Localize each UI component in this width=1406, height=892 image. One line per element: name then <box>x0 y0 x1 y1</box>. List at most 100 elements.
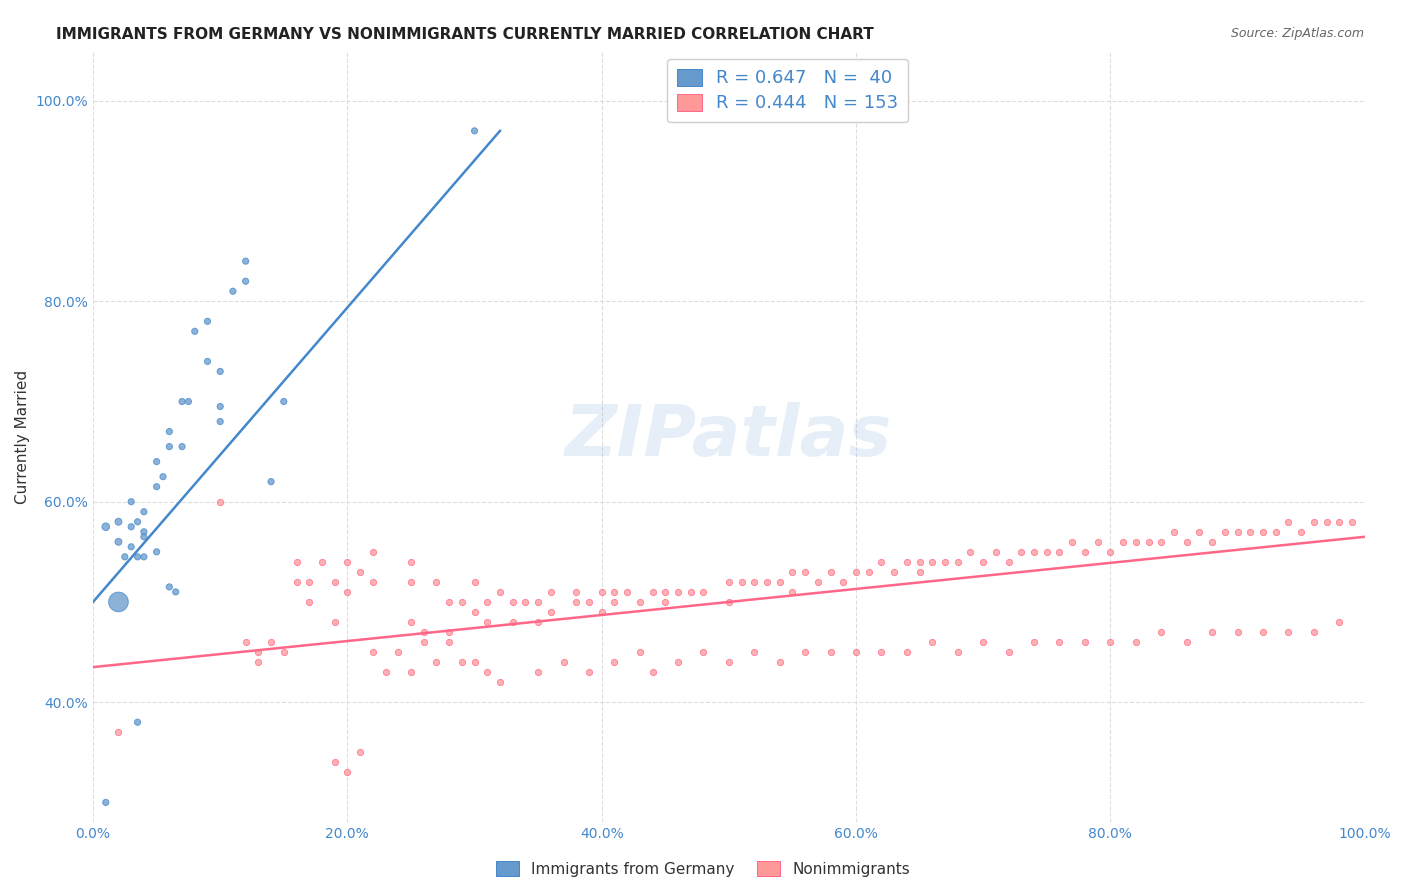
Point <box>1315 515 1337 529</box>
Point <box>870 555 893 569</box>
Point <box>527 595 550 609</box>
Point <box>127 515 149 529</box>
Point <box>946 645 969 659</box>
Point <box>477 665 499 679</box>
Point <box>145 480 167 494</box>
Point <box>527 665 550 679</box>
Point <box>717 574 740 589</box>
Point <box>235 635 257 649</box>
Point <box>1239 524 1261 539</box>
Point <box>1226 524 1249 539</box>
Point <box>717 595 740 609</box>
Y-axis label: Currently Married: Currently Married <box>15 369 30 504</box>
Point <box>742 574 765 589</box>
Point <box>997 555 1019 569</box>
Point <box>107 534 129 549</box>
Point <box>641 665 664 679</box>
Point <box>1277 515 1299 529</box>
Point <box>502 595 524 609</box>
Point <box>756 574 779 589</box>
Legend: Immigrants from Germany, Nonimmigrants: Immigrants from Germany, Nonimmigrants <box>488 853 918 884</box>
Point <box>361 545 384 559</box>
Point <box>1150 534 1173 549</box>
Point <box>717 655 740 669</box>
Point <box>666 655 689 669</box>
Point <box>323 756 346 770</box>
Point <box>177 394 200 409</box>
Point <box>336 765 359 780</box>
Point <box>349 745 371 759</box>
Point <box>374 665 396 679</box>
Point <box>1188 524 1211 539</box>
Point <box>870 645 893 659</box>
Point <box>578 665 600 679</box>
Point <box>591 585 613 599</box>
Point <box>209 494 232 508</box>
Point <box>425 655 447 669</box>
Point <box>170 440 193 454</box>
Point <box>399 574 422 589</box>
Point <box>127 549 149 564</box>
Point <box>769 574 792 589</box>
Point <box>742 645 765 659</box>
Point <box>437 635 460 649</box>
Point <box>1329 615 1351 629</box>
Point <box>1302 625 1324 640</box>
Point <box>946 555 969 569</box>
Point <box>235 274 257 288</box>
Point <box>1036 545 1059 559</box>
Point <box>197 314 219 328</box>
Point <box>934 555 956 569</box>
Point <box>399 665 422 679</box>
Point <box>540 605 562 619</box>
Point <box>489 675 512 690</box>
Point <box>1329 515 1351 529</box>
Point <box>157 425 180 439</box>
Point <box>1264 524 1286 539</box>
Point <box>197 354 219 368</box>
Point <box>464 655 486 669</box>
Point <box>273 394 295 409</box>
Point <box>412 625 434 640</box>
Point <box>883 565 905 579</box>
Point <box>323 574 346 589</box>
Point <box>157 440 180 454</box>
Point <box>120 494 142 508</box>
Point <box>845 565 868 579</box>
Point <box>896 555 918 569</box>
Point <box>565 595 588 609</box>
Point <box>1125 534 1147 549</box>
Point <box>972 555 994 569</box>
Point <box>984 545 1007 559</box>
Point <box>794 645 817 659</box>
Text: Source: ZipAtlas.com: Source: ZipAtlas.com <box>1230 27 1364 40</box>
Point <box>527 615 550 629</box>
Point <box>1150 625 1173 640</box>
Point <box>603 655 626 669</box>
Point <box>1099 635 1122 649</box>
Text: IMMIGRANTS FROM GERMANY VS NONIMMIGRANTS CURRENTLY MARRIED CORRELATION CHART: IMMIGRANTS FROM GERMANY VS NONIMMIGRANTS… <box>56 27 875 42</box>
Point <box>285 574 308 589</box>
Point <box>120 520 142 534</box>
Point <box>997 645 1019 659</box>
Point <box>336 555 359 569</box>
Point <box>336 585 359 599</box>
Point <box>807 574 830 589</box>
Point <box>540 585 562 599</box>
Point <box>311 555 333 569</box>
Point <box>794 565 817 579</box>
Point <box>361 645 384 659</box>
Point <box>107 725 129 739</box>
Point <box>260 635 283 649</box>
Point <box>184 324 207 338</box>
Point <box>1175 534 1198 549</box>
Point <box>285 555 308 569</box>
Point <box>132 505 155 519</box>
Point <box>896 645 918 659</box>
Point <box>502 615 524 629</box>
Point <box>565 585 588 599</box>
Point <box>1112 534 1135 549</box>
Point <box>1226 625 1249 640</box>
Point <box>298 574 321 589</box>
Point <box>769 655 792 669</box>
